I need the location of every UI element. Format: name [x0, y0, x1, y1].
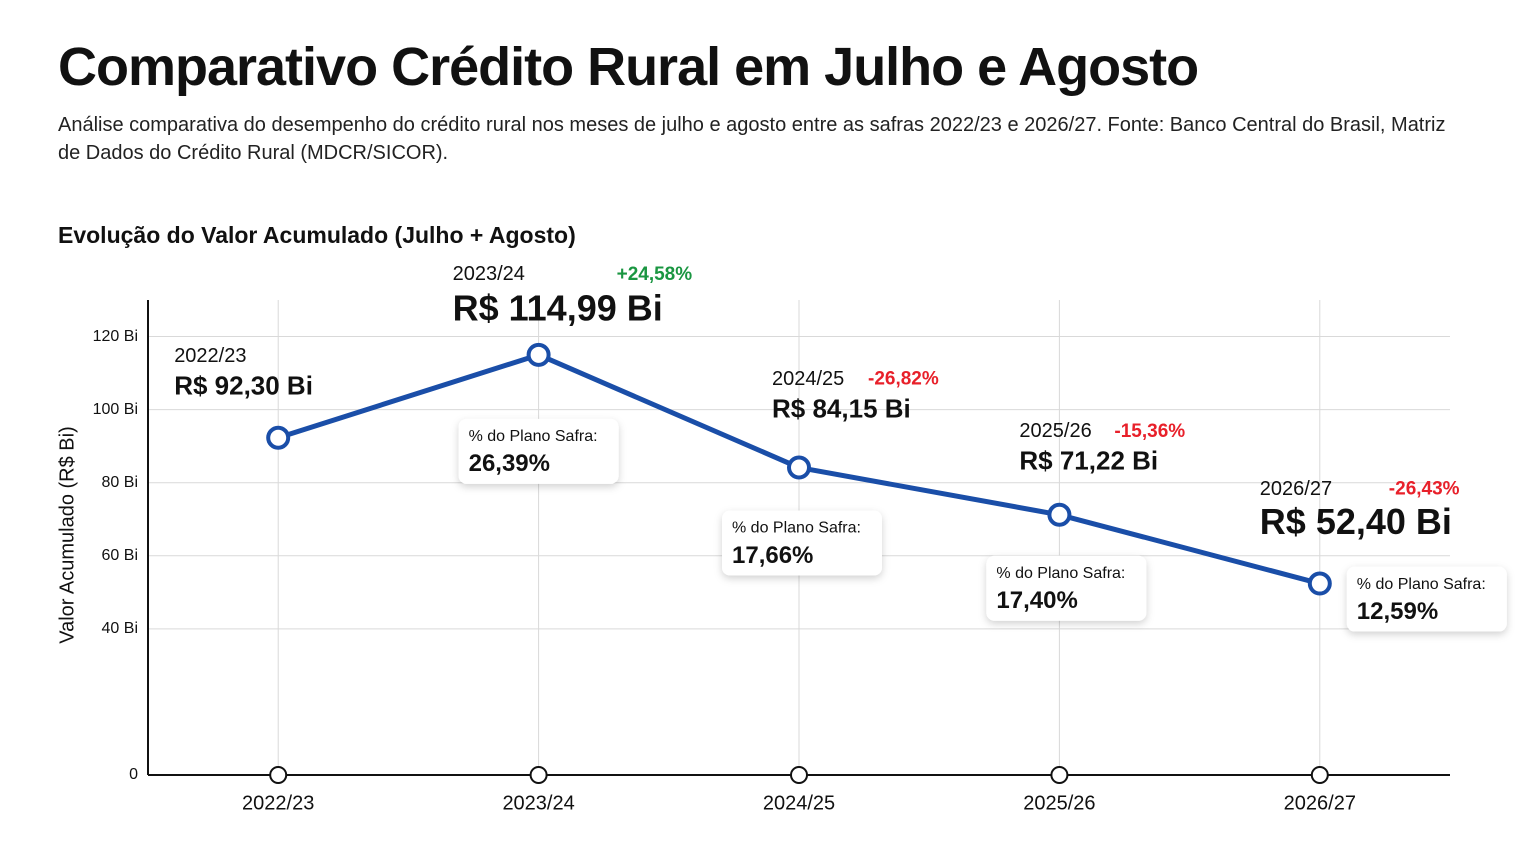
data-point [1047, 502, 1072, 527]
annotation-growth: -15,36% [1114, 421, 1185, 442]
plano-safra-title: % do Plano Safra: [469, 428, 598, 445]
y-axis-label: Valor Acumulado (R$ Bi) [56, 426, 78, 644]
x-tick-label: 2023/24 [502, 792, 574, 814]
y-tick-label: 0 [129, 766, 138, 783]
annotation-value: R$ 84,15 Bi [772, 393, 911, 423]
annotation-value: R$ 52,40 Bi [1260, 501, 1452, 542]
plano-safra-title: % do Plano Safra: [996, 565, 1125, 582]
data-point [266, 425, 291, 450]
x-tick-label: 2022/23 [242, 792, 314, 814]
plano-safra-box [1346, 566, 1507, 632]
y-tick-label: 100 Bi [93, 401, 138, 418]
annotation-growth: +24,58% [617, 264, 693, 285]
y-tick-label: 40 Bi [102, 620, 138, 637]
y-tick-label: 60 Bi [102, 547, 138, 564]
annotation-season: 2026/27 [1260, 478, 1332, 500]
plano-safra-value: 17,40% [996, 587, 1077, 614]
axis-marker [1050, 766, 1069, 784]
plano-safra-title: % do Plano Safra: [1357, 576, 1486, 593]
data-point [526, 342, 551, 367]
annotation-growth: -26,43% [1389, 479, 1460, 500]
axis-marker [790, 766, 808, 784]
data-point [787, 455, 811, 480]
plano-safra-value: 17,66% [732, 542, 813, 569]
data-point [1307, 571, 1332, 596]
axis-marker [1310, 766, 1329, 784]
x-tick-label: 2026/27 [1284, 792, 1356, 814]
annotation-value: R$ 71,22 Bi [1019, 446, 1158, 476]
page-title: Comparativo Crédito Rural em Julho e Ago… [58, 37, 1199, 97]
y-tick-label: 120 Bi [93, 328, 138, 345]
annotation-value: R$ 92,30 Bi [174, 371, 313, 401]
plano-safra-box [458, 418, 619, 484]
annotation-season: 2022/23 [174, 345, 246, 367]
plano-safra-value: 12,59% [1357, 598, 1438, 625]
chart-title: Evolução do Valor Acumulado (Julho + Ago… [58, 222, 576, 248]
annotation-season: 2023/24 [453, 263, 525, 285]
plano-safra-box [986, 555, 1147, 621]
y-tick-label: 80 Bi [102, 474, 138, 491]
axis-marker [269, 766, 288, 784]
plano-safra-title: % do Plano Safra: [732, 520, 861, 537]
x-tick-label: 2024/25 [763, 792, 835, 814]
annotation-value: R$ 114,99 Bi [453, 287, 663, 328]
plano-safra-box [722, 510, 882, 576]
axis-marker [529, 766, 548, 784]
annotation-season: 2025/26 [1019, 420, 1091, 442]
annotation-growth: -26,82% [868, 369, 939, 390]
page-subtitle: Análise comparativa do desempenho do cré… [58, 114, 1446, 164]
annotation-season: 2024/25 [772, 368, 844, 390]
plano-safra-value: 26,39% [469, 450, 550, 477]
x-tick-label: 2025/26 [1023, 792, 1095, 814]
